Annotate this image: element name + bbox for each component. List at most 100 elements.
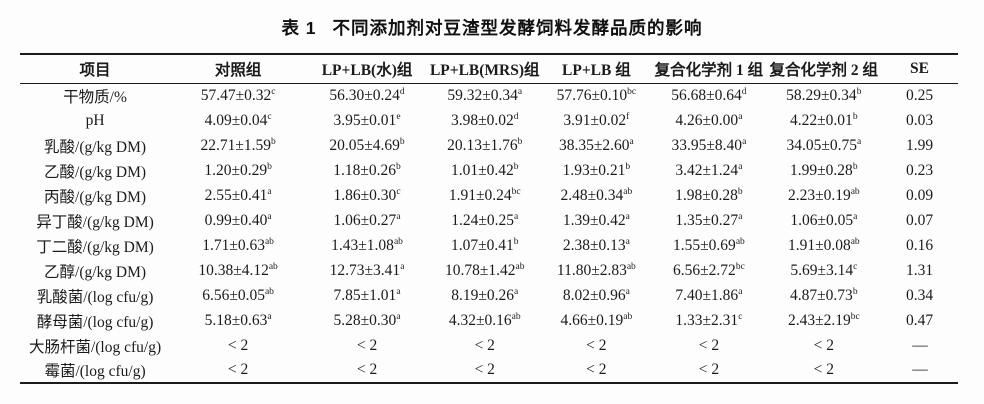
table-number: 表 1 — [281, 18, 317, 38]
value-cell: 0.09 — [905, 186, 934, 204]
value-cell: 10.78±1.42ab — [445, 261, 525, 279]
value-cell: 4.66±0.19ab — [560, 311, 633, 329]
table-header-row: 项目 对照组 LP+LB(水)组 LP+LB(MRS)组 LP+LB 组 复合化… — [20, 54, 958, 84]
significance-letter: b — [852, 286, 858, 297]
row-label: 酵母菌/(log cfu/g) — [36, 313, 154, 331]
value-cell: < 2 — [586, 336, 607, 354]
significance-letter: c — [396, 186, 401, 197]
value-cell: 11.80±2.83ab — [556, 261, 636, 279]
significance-letter: a — [267, 186, 272, 197]
value-cell: 4.09±0.04c — [204, 111, 272, 129]
value-cell: < 2 — [227, 336, 249, 354]
value-cell: 4.87±0.73b — [790, 286, 858, 304]
value-cell: < 2 — [586, 361, 607, 378]
value-cell: 1.71±0.63ab — [202, 236, 274, 254]
significance-letter: ab — [626, 261, 636, 272]
significance-letter: c — [271, 86, 276, 97]
value-cell: < 2 — [474, 336, 495, 354]
value-cell: 5.28±0.30a — [333, 311, 401, 329]
value-cell: 2.23±0.19ab — [787, 186, 860, 204]
value-cell: — — [912, 336, 927, 354]
value-cell: 56.68±0.64d — [671, 86, 747, 104]
value-cell: 10.38±4.12ab — [198, 261, 278, 279]
table-row: 霉菌/(log cfu/g) < 2 < 2 < 2 < 2 < 2 < 2 — — [20, 358, 958, 383]
significance-letter: b — [852, 111, 858, 122]
row-label: 丁二酸/(g/kg DM) — [36, 238, 154, 256]
value-cell: 0.47 — [905, 311, 934, 329]
significance-letter: b — [856, 86, 862, 97]
value-cell: 1.06±0.27a — [333, 211, 401, 229]
significance-letter: ab — [515, 261, 525, 272]
row-label: 干物质/% — [63, 88, 127, 106]
significance-letter: ab — [623, 186, 633, 197]
value-cell: 6.56±0.05ab — [202, 286, 274, 304]
significance-letter: a — [856, 136, 862, 147]
value-cell: < 2 — [227, 361, 249, 378]
significance-letter: a — [625, 286, 630, 297]
significance-letter: a — [742, 136, 747, 147]
value-cell: 1.35±0.27a — [675, 211, 743, 229]
table-caption-text: 不同添加剂对豆渣型发酵饲料发酵品质的影响 — [332, 18, 703, 38]
significance-letter: ab — [511, 311, 521, 322]
row-label: 丙酸/(g/kg DM) — [44, 188, 147, 206]
significance-letter: a — [514, 211, 519, 222]
significance-letter: a — [517, 86, 523, 97]
significance-letter: a — [738, 161, 743, 172]
value-cell: < 2 — [813, 336, 834, 354]
value-cell: 8.02±0.96a — [562, 286, 630, 304]
column-header-control: 对照组 — [170, 54, 307, 84]
significance-letter: c — [267, 111, 272, 122]
significance-letter: a — [267, 211, 272, 222]
value-cell: 1.55±0.69ab — [673, 236, 745, 254]
value-cell: 38.35±2.60a — [559, 136, 634, 154]
value-cell: 1.93±0.21b — [562, 161, 631, 179]
value-cell: 5.18±0.63a — [204, 311, 272, 329]
table-row: 乙酸/(g/kg DM) 1.20±0.29b 1.18±0.26b 1.01±0.4… — [20, 158, 958, 183]
value-cell: < 2 — [474, 361, 495, 378]
value-cell: 3.42±1.24a — [675, 161, 743, 179]
value-cell: 0.34 — [905, 286, 934, 304]
significance-letter: a — [396, 211, 401, 222]
column-header-lplb-water: LP+LB(水)组 — [306, 54, 429, 84]
significance-letter: b — [852, 161, 858, 172]
value-cell: 1.91±0.08ab — [787, 236, 860, 254]
table-body: 干物质/% 57.47±0.32c 56.30±0.24d 59.32±0.34a 57… — [20, 83, 958, 383]
significance-letter: b — [396, 161, 401, 172]
significance-letter: b — [270, 136, 276, 147]
value-cell: 1.86±0.30c — [333, 186, 401, 204]
value-cell: 2.48±0.34ab — [560, 186, 633, 204]
value-cell: 1.91±0.24bc — [448, 186, 521, 204]
significance-letter: ab — [623, 311, 633, 322]
value-cell: 4.22±0.01b — [790, 111, 858, 129]
table-row: 乳酸/(g/kg DM) 22.71±1.59b 20.05±4.69b 20.13±… — [20, 133, 958, 158]
column-header-chem2: 复合化学剂 2 组 — [766, 54, 882, 84]
value-cell: 56.30±0.24d — [329, 86, 405, 104]
table-caption: 表 1 不同添加剂对豆渣型发酵饲料发酵品质的影响 — [0, 15, 984, 40]
row-label: 大肠杆菌/(log cfu/g) — [28, 338, 162, 356]
value-cell: 1.06±0.05a — [790, 211, 858, 229]
table-row: 酵母菌/(log cfu/g) 5.18±0.63a 5.28±0.30a 4.32±… — [20, 308, 958, 333]
row-label: 霉菌/(log cfu/g) — [44, 363, 146, 380]
value-cell: 3.98±0.02d — [451, 111, 519, 129]
value-cell: 4.26±0.00a — [675, 111, 743, 129]
significance-letter: bc — [850, 311, 860, 322]
value-cell: 5.69±3.14c — [790, 261, 858, 279]
value-cell: 0.23 — [905, 161, 934, 179]
significance-letter: a — [629, 136, 634, 147]
significance-letter: a — [625, 236, 630, 247]
value-cell: 1.18±0.26b — [333, 161, 401, 179]
significance-letter: a — [738, 286, 743, 297]
value-cell: 1.07±0.41b — [451, 236, 519, 254]
value-cell: 0.07 — [905, 211, 934, 229]
value-cell: 1.99 — [905, 136, 934, 154]
value-cell: 1.24±0.25a — [451, 211, 519, 229]
significance-letter: ab — [264, 236, 274, 247]
value-cell: < 2 — [356, 361, 378, 378]
significance-letter: b — [625, 161, 631, 172]
value-cell: 12.73±3.41a — [329, 261, 405, 279]
significance-letter: bc — [511, 186, 521, 197]
row-label: pH — [85, 111, 105, 129]
value-cell: 57.76±0.10bc — [556, 86, 637, 104]
value-cell: 1.33±2.31c — [675, 311, 743, 329]
value-cell: 7.40±1.86a — [675, 286, 743, 304]
